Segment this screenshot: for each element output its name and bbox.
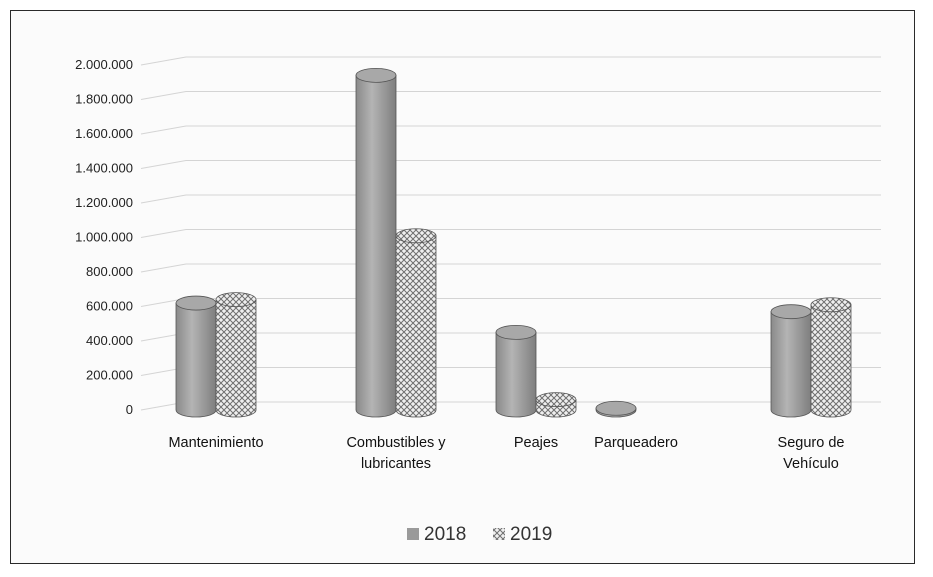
y-tick-label: 0: [126, 402, 133, 417]
legend-label-2018: 2018: [424, 524, 466, 545]
bar-chart: 0 200.000 400.000 600.000 800.000 1.000.000 1.…: [75, 56, 881, 545]
bar-body: [395, 235, 437, 418]
y-tick-label: 1.200.000: [75, 195, 133, 210]
legend: 2018 2019: [407, 524, 552, 545]
y-tick-label: 1.600.000: [75, 126, 133, 141]
x-category-label: Parqueadero: [594, 435, 678, 451]
x-axis-categories: Mantenimiento Combustibles y lubricantes Pe…: [168, 435, 844, 472]
bar-body: [495, 331, 537, 418]
bar-top: [395, 228, 437, 244]
y-axis-ticks: 0 200.000 400.000 600.000 800.000 1.000.000 1.…: [75, 57, 133, 417]
bar-top: [595, 400, 637, 416]
bar-body: [770, 311, 812, 418]
y-tick-label: 200.000: [86, 368, 133, 383]
bar-2018-3: [595, 400, 637, 418]
legend-swatch-2018: [407, 528, 419, 540]
bar-2019-0: [215, 292, 257, 418]
gridline: [140, 229, 881, 238]
bar-top: [215, 292, 257, 308]
gridlines: [140, 56, 881, 411]
x-category-label: Peajes: [514, 435, 558, 451]
gridline: [140, 160, 881, 169]
y-tick-label: 400.000: [86, 333, 133, 348]
bars: [175, 67, 852, 418]
legend-label-2019: 2019: [510, 524, 552, 545]
x-category-label: Seguro de Vehículo: [778, 435, 845, 472]
bar-2018-2: [495, 324, 537, 418]
bar-2019-1: [395, 228, 437, 418]
gridline: [140, 125, 881, 135]
bar-2018-1: [355, 67, 397, 418]
gridline: [140, 263, 881, 273]
y-tick-label: 1.800.000: [75, 92, 133, 107]
bar-top: [810, 297, 852, 313]
y-tick-label: 800.000: [86, 264, 133, 279]
bar-top: [355, 67, 397, 83]
bar-top: [535, 392, 577, 408]
y-tick-label: 1.000.000: [75, 230, 133, 245]
bar-2019-4: [810, 297, 852, 418]
chart-frame: 0 200.000 400.000 600.000 800.000 1.000.000 1.…: [10, 10, 915, 564]
bar-top: [770, 304, 812, 320]
bar-body: [215, 299, 257, 418]
gridline: [140, 194, 881, 204]
y-tick-label: 1.400.000: [75, 161, 133, 176]
legend-swatch-2019: [493, 528, 505, 540]
bar-body: [355, 74, 397, 418]
bar-top: [495, 324, 537, 340]
gridline: [140, 91, 881, 100]
y-tick-label: 600.000: [86, 299, 133, 314]
bar-body: [175, 302, 217, 418]
bar-2018-0: [175, 295, 217, 418]
bar-2018-4: [770, 304, 812, 418]
bar-top: [175, 295, 217, 311]
y-tick-label: 2.000.000: [75, 57, 133, 72]
x-category-label: Mantenimiento: [168, 435, 263, 451]
bar-body: [810, 304, 852, 418]
gridline: [140, 56, 881, 66]
x-category-label: Combustibles y lubricantes: [346, 435, 446, 472]
bar-2019-2: [535, 392, 577, 418]
